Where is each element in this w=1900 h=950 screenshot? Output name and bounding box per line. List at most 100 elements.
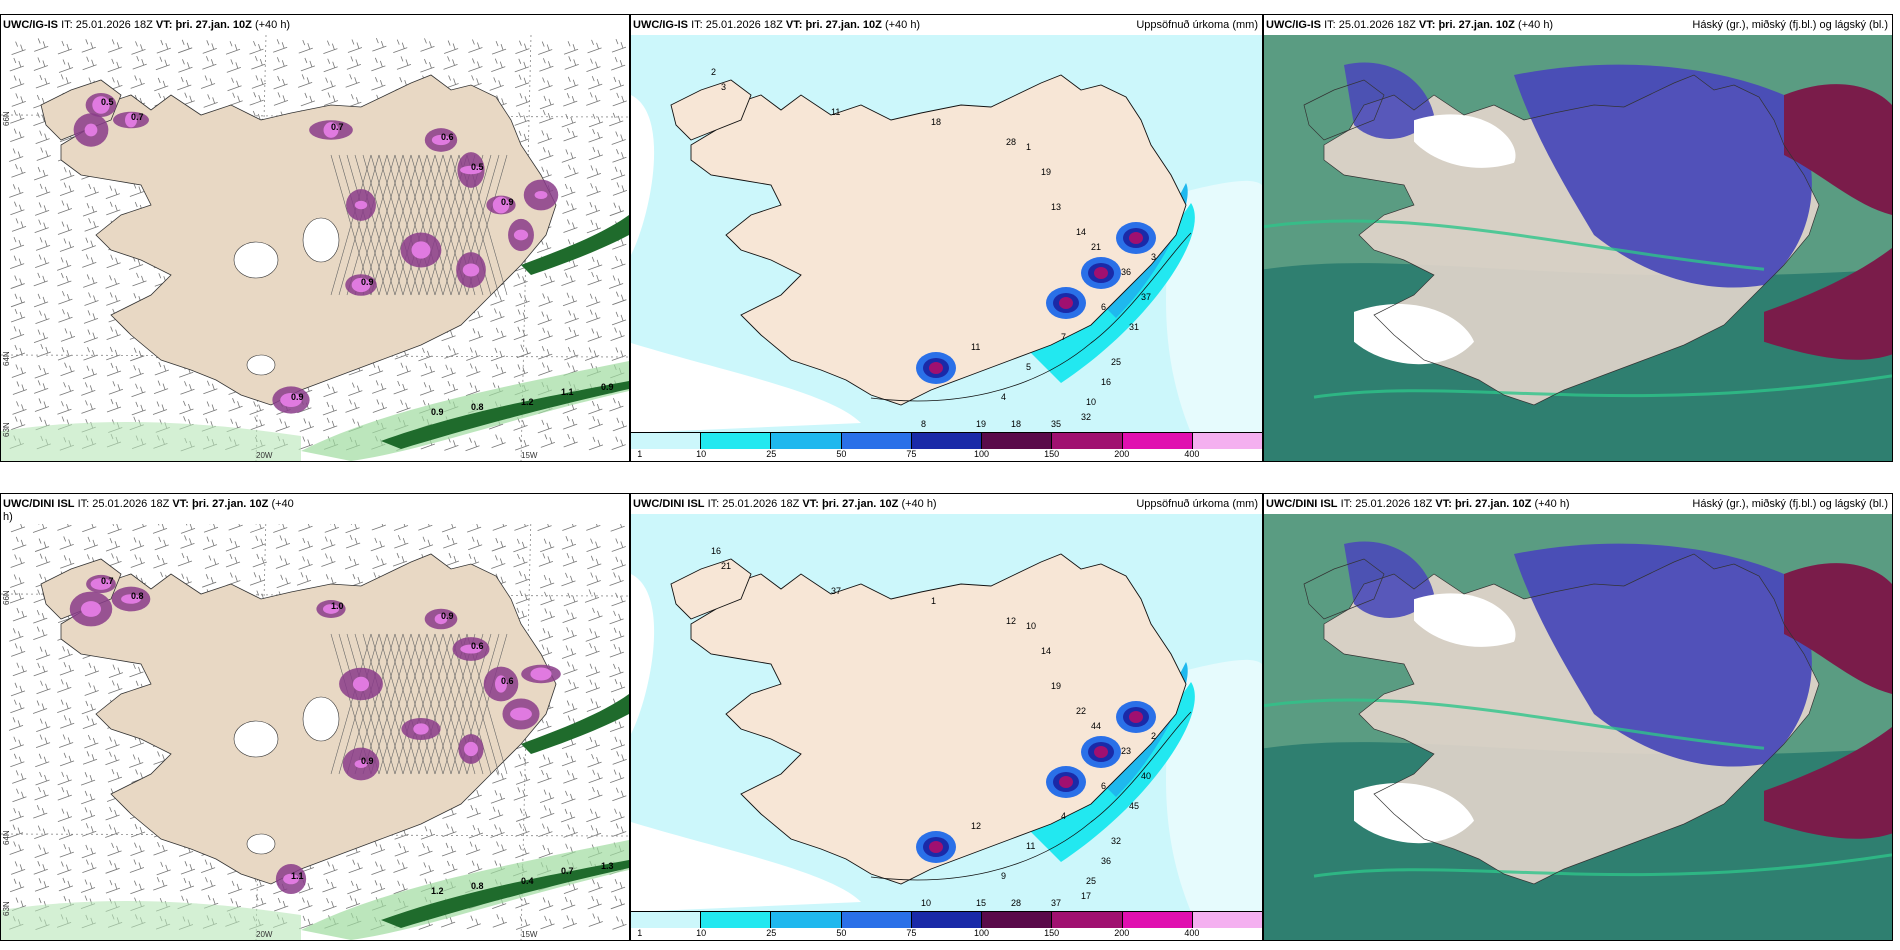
map-panel-clouds[interactable]: UWC/DINI ISL IT: 25.01.2026 18Z VT: þri.… [1263,493,1893,941]
map-panel-clouds[interactable]: UWC/IG-IS IT: 25.01.2026 18Z VT: þri. 27… [1263,14,1893,462]
map-panel-precip_type[interactable]: UWC/DINI ISL IT: 25.01.2026 18Z VT: þri.… [0,493,630,941]
field-label: Háský (gr.), miðský (fj.bl.) og lágský (… [1692,19,1888,31]
precip-value: 0.5 [471,162,484,172]
colorbar-swatch [1122,433,1193,449]
accum-value: 44 [1091,721,1101,731]
precip-maxima [916,701,1156,863]
precip-value: 0.9 [441,611,454,621]
colorbar-swatch [1192,912,1262,928]
rain-areas [1,215,629,461]
field-label: Uppsöfnuð úrkoma (mm) [1136,498,1258,510]
accum-value: 36 [1121,267,1131,277]
map-panel-precip_type[interactable]: UWC/IG-IS IT: 25.01.2026 18Z VT: þri. 27… [0,14,630,462]
precip-value: 0.9 [291,392,304,402]
accum-value: 4 [1001,392,1006,402]
valid-time: þri. 27.jan. 10Z [191,498,269,510]
accum-value: 9 [1001,871,1006,881]
precip-value: 1.1 [561,387,574,397]
panel-header: UWC/DINI ISL IT: 25.01.2026 18Z VT: þri.… [631,494,1262,514]
init-time-label: IT: [77,498,90,510]
lead-time-wrap: h) [3,511,13,523]
axis-label: 20W [256,930,273,939]
accum-value: 14 [1041,646,1051,656]
accum-value: 16 [1101,377,1111,387]
precip-value: 0.7 [131,112,144,122]
field-label: Uppsöfnuð úrkoma (mm) [1136,19,1258,31]
accum-value: 37 [1051,898,1061,908]
map-area[interactable]: 0.5 0.7 0.7 0.6 0.5 0.9 0.9 0.9 0.9 0.8 1.2 1.1 0.9 6… [1,35,629,461]
lead-time: (+40 h) [901,498,937,510]
init-time-label: IT: [61,19,73,31]
map-area[interactable] [1264,514,1892,940]
clear-area [1354,782,1474,844]
precip-value: 0.8 [131,591,144,601]
lead-time: (+40 h) [1517,19,1554,31]
init-time-label: IT: [1324,19,1336,31]
accum-value: 22 [1076,706,1086,716]
map-area[interactable]: 0.7 0.8 1.0 0.9 0.6 0.6 0.9 1.1 1.2 0.8 0.4 0.7 1.3 6… [1,514,629,940]
panel-header: UWC/IG-IS IT: 25.01.2026 18Z VT: þri. 27… [631,15,1262,35]
precip-value: 0.6 [471,641,484,651]
init-time: 25.01.2026 18Z [722,498,800,510]
init-time: 25.01.2026 18Z [75,19,153,31]
colorbar-swatch [631,433,702,449]
axis-labels: 66N 64N 63N 20W 15W [2,590,538,939]
precip-value: 0.5 [101,97,114,107]
precip-value: 1.2 [521,397,534,407]
precip-maxima [916,222,1156,384]
precip-value: 0.9 [361,277,374,287]
map-area[interactable]: 2 3 11 18 28 1 19 13 14 21 36 37 31 25 16 10 32 35 18 19 11 8… [631,35,1262,461]
accum-value: 17 [1081,891,1091,901]
model-name: UWC/IG-IS [1266,19,1321,31]
accum-value: 21 [1091,242,1101,252]
accum-value: 10 [1086,397,1096,407]
map-canvas: 0.50.70.70.60.50.90.90.90.9 0.8 1.21.1 0.96… [1,35,629,461]
accum-value: 32 [1111,836,1121,846]
colorbar-swatches [631,433,1262,449]
colorbar-swatch [911,912,983,928]
accum-value: 36 [1101,856,1111,866]
valid-time-label: VT: [1435,498,1452,510]
lead-time: (+40 h) [884,19,921,31]
model-name: UWC/IG-IS [633,19,688,31]
colorbar-tick: 100 [974,928,990,938]
axis-label: 20W [256,451,273,460]
valid-time-label: VT: [155,19,173,31]
accum-value: 45 [1129,801,1139,811]
accum-value: 1 [1026,142,1031,152]
colorbar-swatches [631,912,1262,928]
colorbar-tick: 10 [696,449,707,459]
snow-areas [69,574,561,895]
panel-header: UWC/DINI ISL IT: 25.01.2026 18Z VT: þri.… [1,494,629,524]
colorbar-tick: 200 [1114,928,1130,938]
colorbar-swatch [1122,912,1193,928]
init-time-label: IT: [691,19,703,31]
map-canvas: 0.7 0.8 1.0 0.9 0.6 0.6 0.9 1.1 1.2 0.8 0.4 0.7 1.3 6… [1,514,629,940]
accum-value: 23 [1121,746,1131,756]
map-area[interactable]: 16 21 37 1 12 10 14 19 22 44 23 40 45 32 36 25 17 37 28 15 1… [631,514,1262,940]
map-area[interactable] [1264,35,1892,461]
colorbar-tick: 50 [836,449,847,459]
lead-time: (+40 h) [1534,498,1570,510]
colorbar-tick: 1 [637,928,643,938]
colorbar-tick: 10 [696,928,707,938]
clear-area [1354,303,1474,365]
precip-value: 0.7 [561,866,574,876]
accum-value: 1 [931,596,936,606]
accum-value: 18 [1011,419,1021,429]
accum-value: 32 [1081,412,1091,422]
precip-value: 0.8 [471,881,484,891]
colorbar-swatch [701,912,772,928]
colorbar-swatch [1192,433,1262,449]
colorbar-tick: 400 [1184,449,1200,459]
precip-value: 0.9 [601,382,614,392]
accum-value: 13 [1051,202,1061,212]
accum-value: 19 [1041,167,1051,177]
accum-value: 11 [831,107,840,117]
colorbar-swatch [841,433,912,449]
map-panel-accum[interactable]: UWC/IG-IS IT: 25.01.2026 18Z VT: þri. 27… [630,14,1263,462]
precip-value: 0.6 [501,676,514,686]
map-panel-accum[interactable]: UWC/DINI ISL IT: 25.01.2026 18Z VT: þri.… [630,493,1263,941]
